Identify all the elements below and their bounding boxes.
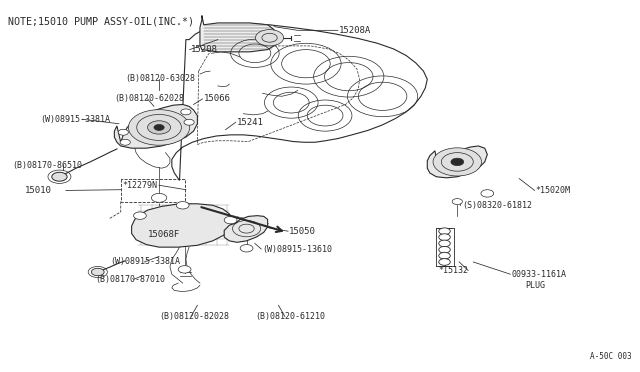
Circle shape (148, 121, 171, 134)
Text: A-50C 003: A-50C 003 (590, 352, 632, 361)
Text: (W)08915-13610: (W)08915-13610 (262, 244, 333, 253)
Circle shape (439, 246, 451, 253)
Text: (B)08120-82028: (B)08120-82028 (159, 312, 229, 321)
Text: (B)08170-87010: (B)08170-87010 (95, 275, 165, 284)
Text: 15010: 15010 (25, 186, 52, 195)
Text: (B)08170-86510: (B)08170-86510 (12, 161, 82, 170)
Polygon shape (428, 146, 487, 178)
Text: 15050: 15050 (289, 227, 316, 236)
Circle shape (433, 148, 481, 176)
Circle shape (118, 129, 129, 135)
Text: 00933-1161A: 00933-1161A (511, 270, 566, 279)
Text: 15068F: 15068F (148, 230, 180, 240)
Text: 15208A: 15208A (339, 26, 371, 35)
Circle shape (452, 199, 463, 205)
Circle shape (481, 190, 493, 197)
Circle shape (451, 158, 464, 166)
Circle shape (439, 240, 451, 247)
Text: 15241: 15241 (237, 118, 264, 127)
Polygon shape (224, 216, 268, 242)
Text: PLUG: PLUG (525, 281, 546, 290)
Polygon shape (115, 105, 197, 148)
Circle shape (180, 109, 191, 115)
Text: NOTE;15010 PUMP ASSY-OIL(INC.*): NOTE;15010 PUMP ASSY-OIL(INC.*) (8, 16, 195, 26)
Text: *15020M: *15020M (536, 186, 571, 195)
Circle shape (255, 30, 284, 46)
Polygon shape (132, 204, 232, 247)
Circle shape (439, 252, 451, 259)
Text: 15208: 15208 (191, 45, 218, 54)
Circle shape (178, 266, 191, 273)
Circle shape (439, 234, 451, 240)
Circle shape (439, 259, 451, 265)
Circle shape (129, 110, 189, 145)
Text: *15132: *15132 (438, 266, 468, 275)
Circle shape (240, 244, 253, 252)
Text: (W)08915-3381A: (W)08915-3381A (40, 115, 110, 124)
Circle shape (184, 119, 194, 125)
Text: (B)08120-63028: (B)08120-63028 (125, 74, 195, 83)
Text: (W)08915-3381A: (W)08915-3381A (111, 257, 180, 266)
Circle shape (52, 172, 67, 181)
Text: 15066: 15066 (204, 94, 230, 103)
Circle shape (176, 202, 189, 209)
Polygon shape (200, 16, 274, 52)
Circle shape (134, 212, 147, 219)
Text: (S)08320-61812: (S)08320-61812 (462, 201, 532, 210)
Circle shape (120, 139, 131, 145)
Circle shape (439, 228, 451, 235)
Circle shape (224, 217, 237, 224)
Text: (B)08120-62028: (B)08120-62028 (115, 94, 184, 103)
Circle shape (154, 125, 164, 131)
Text: *12279N: *12279N (122, 181, 157, 190)
Circle shape (152, 193, 167, 202)
Text: (B)08120-61210: (B)08120-61210 (255, 312, 325, 321)
Circle shape (92, 268, 104, 276)
